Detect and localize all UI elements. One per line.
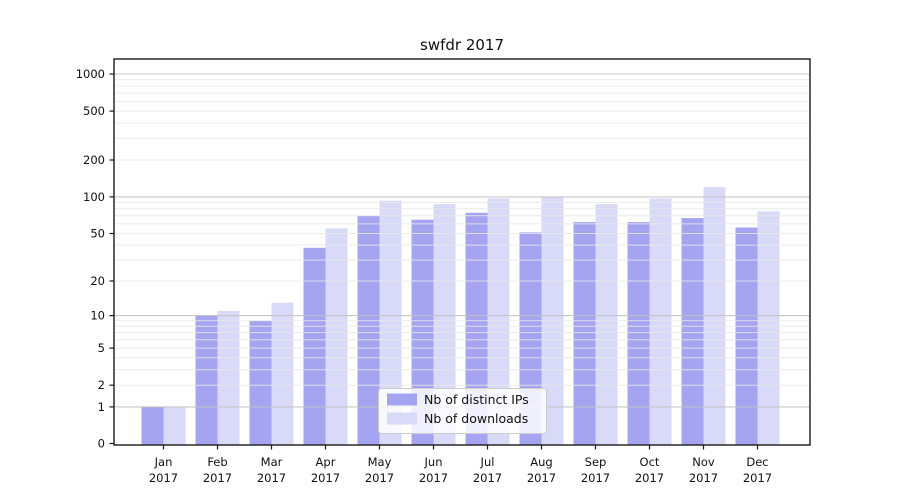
y-tick-label-20: 20 bbox=[90, 274, 105, 288]
y-tick-label-200: 200 bbox=[83, 153, 105, 167]
y-tick-label-500: 500 bbox=[83, 104, 105, 118]
x-tick-label-month-jul: Jul bbox=[480, 455, 495, 469]
legend: Nb of distinct IPs Nb of downloads bbox=[378, 388, 547, 434]
y-tick-label-0: 0 bbox=[98, 437, 105, 451]
x-tick-label-year-nov: 2017 bbox=[689, 471, 718, 485]
bar-downloads-apr bbox=[325, 228, 348, 445]
x-tick-label-month-jan: Jan bbox=[154, 455, 173, 469]
bar-ips-nov bbox=[681, 218, 704, 445]
legend-swatch-distinct-ips bbox=[387, 393, 417, 406]
bar-downloads-mar bbox=[271, 302, 294, 445]
x-tick-label-month-jun: Jun bbox=[424, 455, 443, 469]
x-tick-label-year-sep: 2017 bbox=[581, 471, 610, 485]
x-tick-label-month-aug: Aug bbox=[530, 455, 552, 469]
y-tick-label-2: 2 bbox=[98, 378, 105, 392]
bar-ips-may bbox=[357, 215, 380, 445]
x-tick-label-year-dec: 2017 bbox=[743, 471, 772, 485]
bar-downloads-jan bbox=[163, 406, 186, 445]
legend-label-downloads: Nb of downloads bbox=[424, 411, 528, 426]
x-tick-label-year-aug: 2017 bbox=[527, 471, 556, 485]
y-tick-label-1000: 1000 bbox=[76, 67, 105, 81]
bar-ips-mar bbox=[249, 320, 272, 445]
bar-downloads-jun bbox=[433, 204, 456, 445]
x-tick-label-year-oct: 2017 bbox=[635, 471, 664, 485]
bar-downloads-sep bbox=[595, 204, 618, 445]
x-tick-label-year-jun: 2017 bbox=[419, 471, 448, 485]
gridlines bbox=[114, 73, 810, 408]
bar-ips-apr bbox=[303, 247, 326, 445]
x-tick-label-month-nov: Nov bbox=[692, 455, 715, 469]
y-tick-label-10: 10 bbox=[90, 309, 105, 323]
y-axis: 0 1 2 5 10 20 50 100 200 500 1000 bbox=[76, 67, 114, 451]
x-tick-label-month-mar: Mar bbox=[261, 455, 283, 469]
x-tick-label-year-apr: 2017 bbox=[311, 471, 340, 485]
legend-swatch-downloads bbox=[387, 412, 417, 425]
x-tick-label-year-feb: 2017 bbox=[203, 471, 232, 485]
bar-downloads-feb bbox=[217, 310, 240, 445]
bar-downloads-oct bbox=[649, 198, 672, 445]
x-tick-label-month-may: May bbox=[368, 455, 392, 469]
bar-ips-jan bbox=[141, 406, 164, 445]
y-tick-label-1: 1 bbox=[98, 400, 105, 414]
x-tick-label-month-apr: Apr bbox=[316, 455, 336, 469]
bar-downloads-may bbox=[379, 200, 402, 445]
chart-title: swfdr 2017 bbox=[420, 36, 504, 54]
y-tick-label-50: 50 bbox=[90, 227, 105, 241]
x-axis: Jan 2017 Feb 2017 Mar 2017 Apr 2017 May 2017 Jun 20… bbox=[149, 445, 772, 485]
legend-label-distinct-ips: Nb of distinct IPs bbox=[424, 392, 529, 407]
y-tick-label-100: 100 bbox=[83, 190, 105, 204]
bar-ips-sep bbox=[573, 222, 596, 445]
plot-border bbox=[113, 58, 811, 446]
y-tick-label-5: 5 bbox=[98, 341, 105, 355]
bars-group bbox=[141, 187, 780, 445]
x-tick-label-year-jul: 2017 bbox=[473, 471, 502, 485]
bar-ips-oct bbox=[627, 222, 650, 445]
bar-ips-dec bbox=[735, 227, 758, 445]
x-tick-label-year-mar: 2017 bbox=[257, 471, 286, 485]
x-tick-label-month-oct: Oct bbox=[640, 455, 660, 469]
x-tick-label-month-sep: Sep bbox=[585, 455, 607, 469]
bar-ips-jul bbox=[465, 212, 488, 445]
x-tick-label-year-jan: 2017 bbox=[149, 471, 178, 485]
x-tick-label-year-may: 2017 bbox=[365, 471, 394, 485]
bar-ips-feb bbox=[195, 315, 218, 445]
legend-box bbox=[378, 388, 547, 434]
bar-downloads-dec bbox=[757, 211, 780, 445]
x-tick-label-month-feb: Feb bbox=[207, 455, 227, 469]
x-tick-label-month-dec: Dec bbox=[746, 455, 768, 469]
